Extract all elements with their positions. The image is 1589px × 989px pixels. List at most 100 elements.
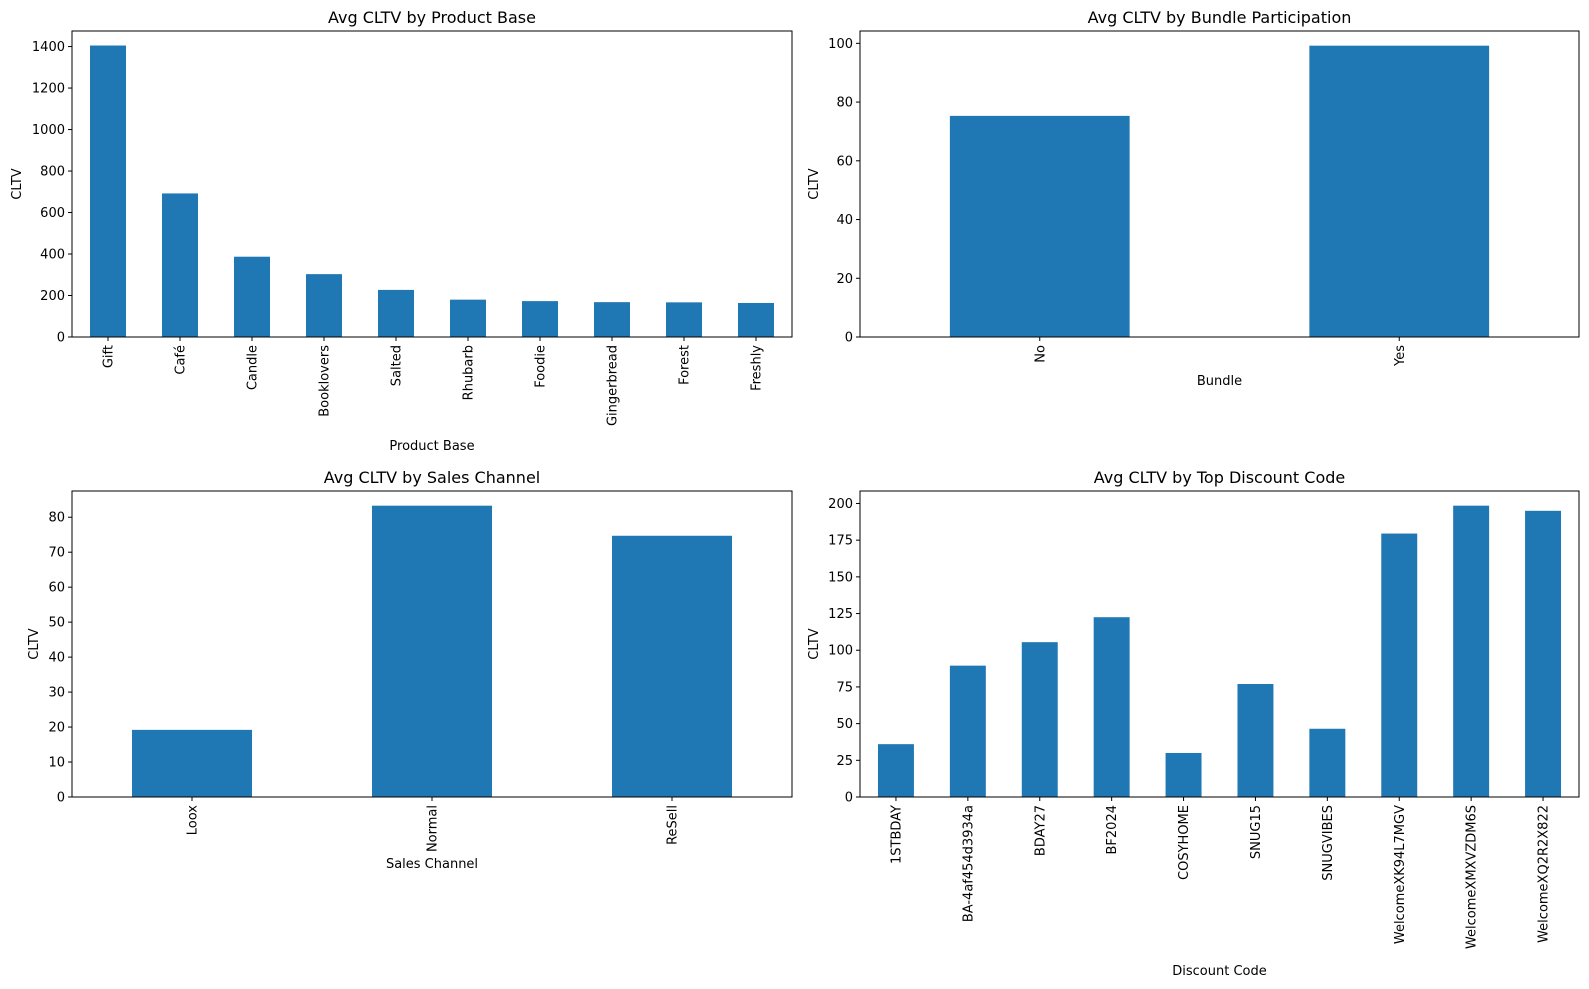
x-tick-label-normal: Normal bbox=[426, 805, 441, 852]
x-axis-label: Bundle bbox=[1197, 374, 1242, 389]
y-axis-label: CLTV bbox=[807, 168, 822, 199]
bar-gift bbox=[90, 45, 126, 337]
x-tick-label-forest: Forest bbox=[678, 345, 693, 385]
x-tick-label-no: No bbox=[1033, 345, 1048, 363]
bar-bday27 bbox=[1021, 642, 1058, 797]
x-tick-label-welcomexmxvzdm6s: WelcomeXMXVZDM6S bbox=[1465, 805, 1480, 949]
y-tick-label: 0 bbox=[57, 791, 65, 806]
bar-gingerbread bbox=[594, 302, 630, 337]
bar-candle bbox=[234, 256, 270, 337]
axes-frame bbox=[859, 490, 1580, 798]
y-tick-label: 10 bbox=[48, 756, 65, 771]
bar-salted bbox=[378, 289, 414, 337]
x-tick-label-freshly: Freshly bbox=[750, 345, 765, 391]
y-axis-label: CLTV bbox=[10, 168, 25, 199]
chart-panel-1: Avg CLTV by Product Base 0 200 400 600 800 100… bbox=[10, 8, 793, 454]
y-tick-label: 1400 bbox=[32, 40, 65, 55]
x-tick-label-snugvibes: SNUGVIBES bbox=[1321, 805, 1336, 881]
x-axis-label: Discount Code bbox=[1172, 964, 1267, 979]
y-tick-label: 1000 bbox=[32, 123, 65, 138]
y-tick-label: 400 bbox=[40, 248, 65, 263]
x-tick-label-ba-4af454d3934a: BA-4af454d3934a bbox=[961, 805, 976, 922]
bar-freshly bbox=[738, 302, 774, 337]
y-axis-label: CLTV bbox=[807, 628, 822, 659]
y-tick-label: 20 bbox=[48, 721, 65, 736]
y-tick-label: 50 bbox=[836, 717, 853, 732]
bar-cafe bbox=[162, 193, 198, 337]
bar-yes bbox=[1309, 45, 1490, 338]
x-tick-label-salted: Salted bbox=[390, 345, 405, 386]
chart-title: Avg CLTV by Bundle Participation bbox=[1088, 8, 1352, 27]
bar-1stbday bbox=[877, 744, 914, 797]
chart-panel-3: Avg CLTV by Sales Channel 0 10 20 30 40 50 60 70… bbox=[27, 468, 793, 872]
chart-title: Avg CLTV by Sales Channel bbox=[324, 468, 540, 487]
y-tick-label: 200 bbox=[828, 497, 853, 512]
bar-cosyhome bbox=[1165, 752, 1202, 797]
x-tick-label-yes: Yes bbox=[1393, 345, 1408, 367]
y-tick-label: 60 bbox=[48, 581, 65, 596]
bar-rhubarb bbox=[450, 299, 486, 337]
y-tick-label: 20 bbox=[836, 272, 853, 287]
x-tick-label-cosyhome: COSYHOME bbox=[1177, 805, 1192, 880]
axes-frame bbox=[71, 30, 793, 338]
bar-resell bbox=[612, 535, 732, 797]
bar-snugvibes bbox=[1309, 728, 1346, 797]
y-tick-label: 100 bbox=[828, 644, 853, 659]
bar-no bbox=[949, 115, 1130, 338]
bar-welcomexq2r2x822 bbox=[1525, 510, 1562, 797]
bar-loox bbox=[132, 729, 252, 797]
bar-snug15 bbox=[1237, 683, 1274, 797]
y-tick-label: 25 bbox=[836, 754, 853, 769]
x-tick-label-gingerbread: Gingerbread bbox=[606, 345, 621, 426]
bar-bf2024 bbox=[1093, 617, 1130, 797]
x-tick-label-bf2024: BF2024 bbox=[1105, 805, 1120, 854]
y-tick-label: 0 bbox=[845, 791, 853, 806]
x-axis-label: Product Base bbox=[389, 439, 474, 454]
y-tick-label: 40 bbox=[48, 651, 65, 666]
x-tick-label-resell: ReSell bbox=[666, 805, 681, 845]
y-tick-label: 125 bbox=[828, 607, 853, 622]
bar-forest bbox=[666, 302, 702, 337]
bar-booklovers bbox=[306, 274, 342, 337]
x-tick-label-bday27: BDAY27 bbox=[1033, 805, 1048, 856]
chart-title: Avg CLTV by Product Base bbox=[328, 8, 536, 27]
y-tick-label: 100 bbox=[828, 37, 853, 52]
y-tick-label: 600 bbox=[40, 206, 65, 221]
chart-title: Avg CLTV by Top Discount Code bbox=[1094, 468, 1346, 487]
bar-foodie bbox=[522, 301, 558, 337]
y-tick-label: 60 bbox=[836, 154, 853, 169]
bar-welcomexmxvzdm6s bbox=[1453, 505, 1490, 797]
y-tick-label: 50 bbox=[48, 616, 65, 631]
axes-frame bbox=[859, 30, 1580, 338]
x-tick-label-foodie: Foodie bbox=[534, 345, 549, 388]
y-axis-label: CLTV bbox=[27, 628, 42, 659]
bar-welcomexk94l7mgv bbox=[1381, 533, 1418, 797]
y-tick-label: 200 bbox=[40, 289, 65, 304]
y-tick-label: 30 bbox=[48, 686, 65, 701]
x-axis-label: Sales Channel bbox=[386, 857, 478, 872]
x-tick-label-booklovers: Booklovers bbox=[318, 345, 333, 417]
y-tick-label: 150 bbox=[828, 570, 853, 585]
y-tick-label: 1200 bbox=[32, 82, 65, 97]
chart-panel-4: Avg CLTV by Top Discount Code 0 25 50 75 100 1… bbox=[807, 468, 1580, 979]
bar-normal bbox=[372, 505, 492, 797]
y-tick-label: 75 bbox=[836, 680, 853, 695]
x-tick-label-candle: Candle bbox=[246, 345, 261, 390]
x-tick-label-welcomexk94l7mgv: WelcomeXK94L7MGV bbox=[1393, 805, 1408, 944]
y-tick-label: 80 bbox=[48, 511, 65, 526]
bar-ba-4af454d3934a bbox=[949, 665, 986, 797]
chart-panel-2: Avg CLTV by Bundle Participation 0 20 40 60 8… bbox=[807, 8, 1580, 389]
y-tick-label: 70 bbox=[48, 546, 65, 561]
y-tick-label: 80 bbox=[836, 96, 853, 111]
x-tick-label-1stbday: 1STBDAY bbox=[889, 805, 904, 864]
y-tick-label: 0 bbox=[845, 331, 853, 346]
y-tick-label: 40 bbox=[836, 213, 853, 228]
x-tick-label-gift: Gift bbox=[102, 345, 117, 368]
y-tick-label: 0 bbox=[57, 331, 65, 346]
x-tick-label-welcomexq2r2x822: WelcomeXQ2R2X822 bbox=[1537, 805, 1552, 943]
x-tick-label-cafe: Café bbox=[174, 345, 189, 375]
y-tick-label: 800 bbox=[40, 165, 65, 180]
x-tick-label-loox: Loox bbox=[186, 805, 201, 836]
x-tick-label-rhubarb: Rhubarb bbox=[462, 345, 477, 400]
